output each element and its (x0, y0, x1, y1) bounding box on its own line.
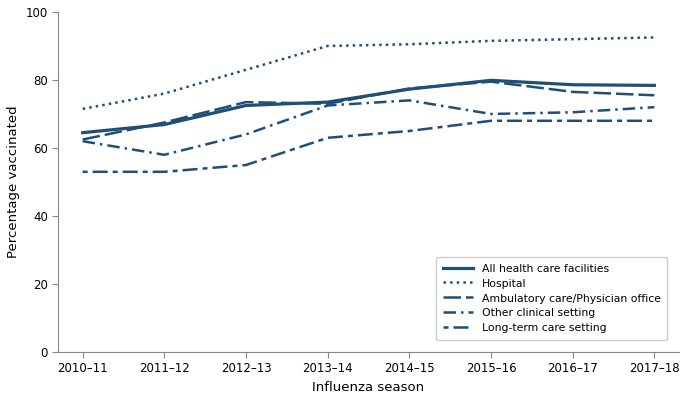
Y-axis label: Percentage vaccinated: Percentage vaccinated (7, 106, 20, 258)
X-axis label: Influenza season: Influenza season (313, 381, 424, 394)
Legend: All health care facilities, Hospital, Ambulatory care/Physician office, Other cl: All health care facilities, Hospital, Am… (436, 257, 667, 340)
